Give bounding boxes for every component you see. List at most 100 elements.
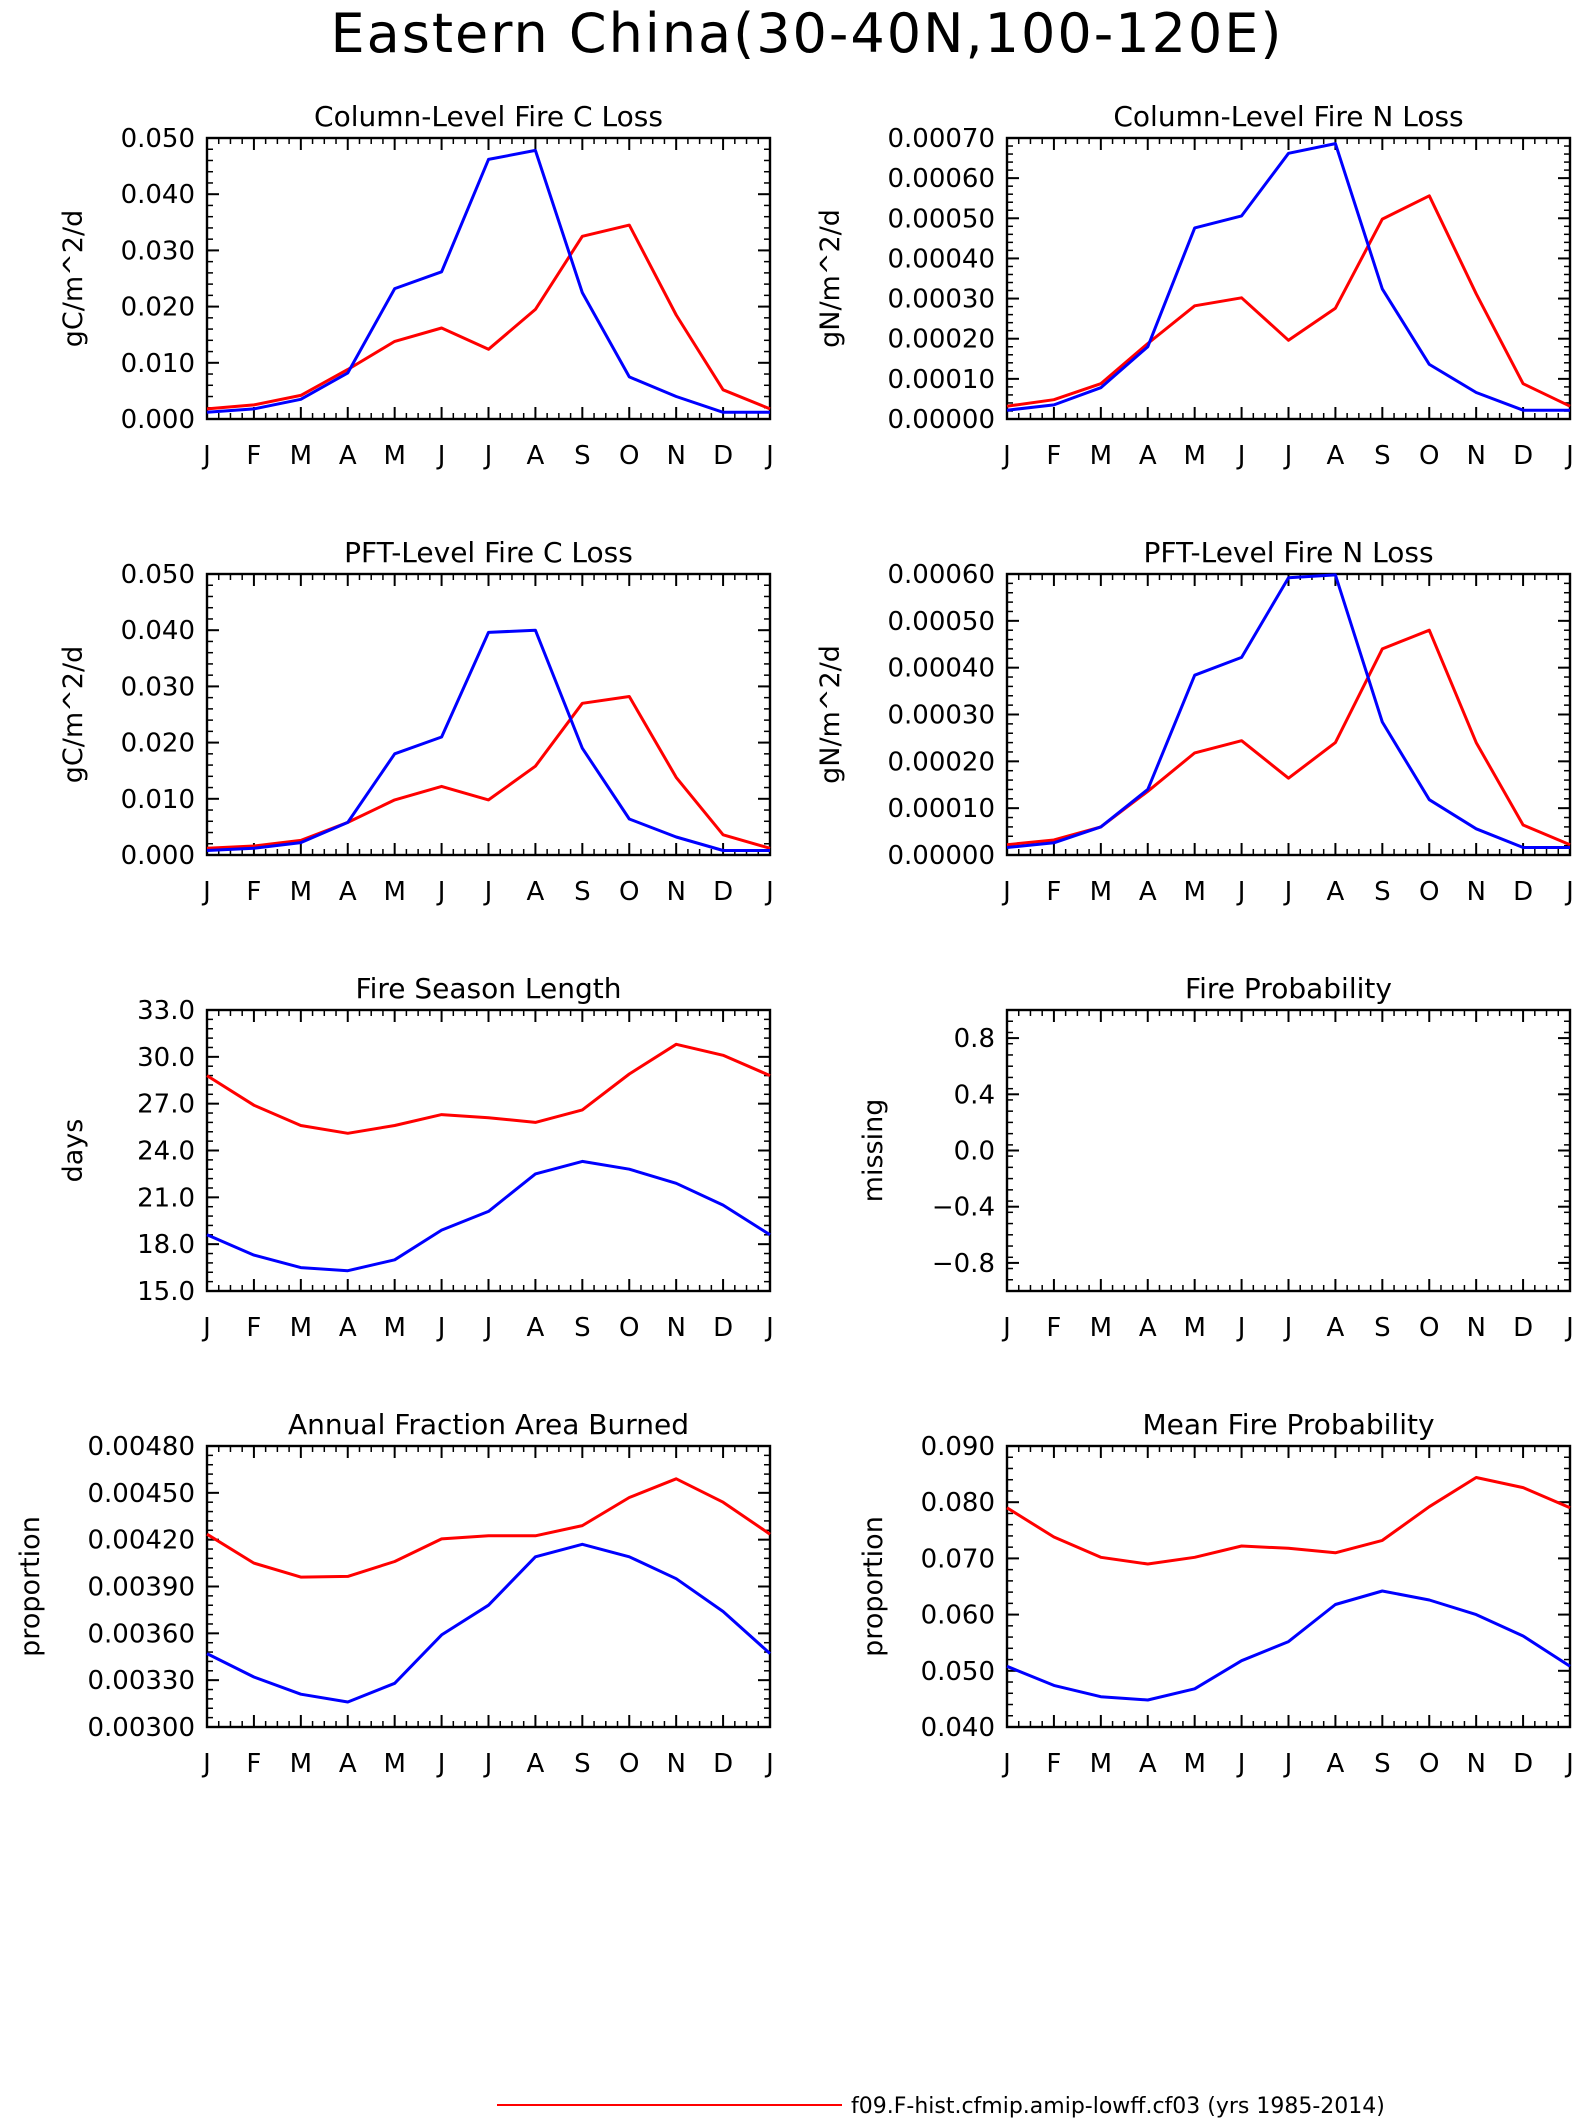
- x-tick-label: J: [1001, 1313, 1011, 1343]
- x-tick-label: F: [246, 877, 261, 907]
- y-tick-label: 0.040: [121, 180, 195, 210]
- x-tick-label: N: [666, 1749, 685, 1779]
- x-tick-label: J: [764, 441, 774, 471]
- x-tick-label: D: [713, 441, 733, 471]
- y-tick-label: 0.00390: [87, 1573, 195, 1603]
- x-tick-label: F: [246, 1749, 261, 1779]
- x-tick-label: S: [1374, 441, 1391, 471]
- y-tick-label: 0.00060: [887, 560, 995, 590]
- plot-frame: [205, 572, 772, 857]
- plot-frame: [1005, 1008, 1572, 1293]
- x-tick-label: M: [383, 1313, 405, 1343]
- x-tick-label: D: [1513, 441, 1533, 471]
- series-line-blue: [206, 148, 770, 414]
- x-tick-label: S: [574, 1749, 591, 1779]
- y-axis-label: proportion: [858, 1516, 889, 1657]
- x-tick-label: N: [1466, 877, 1485, 907]
- x-tick-label: J: [1283, 877, 1293, 907]
- x-tick-label: N: [1466, 441, 1485, 471]
- x-tick-label: A: [339, 441, 357, 471]
- x-tick-label: O: [619, 1313, 639, 1343]
- x-tick-label: J: [1001, 877, 1011, 907]
- x-tick-label: A: [1139, 441, 1157, 471]
- y-tick-label: 0.00000: [887, 841, 995, 871]
- x-tick-label: A: [339, 1749, 357, 1779]
- y-tick-label: 0.060: [921, 1601, 995, 1631]
- y-tick-label: −0.8: [932, 1249, 995, 1279]
- series-line-red: [1006, 194, 1571, 408]
- x-tick-label: J: [1564, 441, 1574, 471]
- y-tick-label: 0.00010: [887, 365, 995, 395]
- y-tick-label: 0.000: [121, 841, 195, 871]
- x-tick-label: J: [483, 441, 493, 471]
- x-tick-label: F: [246, 441, 261, 471]
- y-tick-label: 21.0: [137, 1183, 195, 1213]
- plot-frame: [1005, 572, 1572, 857]
- series-line-blue: [1006, 1589, 1571, 1702]
- x-tick-label: D: [1513, 877, 1533, 907]
- x-tick-label: A: [1327, 1313, 1345, 1343]
- x-tick-label: M: [290, 1749, 312, 1779]
- y-tick-label: 0.00050: [887, 204, 995, 234]
- x-tick-label: S: [574, 877, 591, 907]
- legend-label: f09.F-hist.cfmip.amip-lowff.cf03 (yrs 19…: [851, 2094, 1385, 2118]
- x-tick-label: D: [1513, 1749, 1533, 1779]
- x-tick-label: M: [1183, 1749, 1205, 1779]
- y-tick-label: 0.020: [121, 293, 195, 323]
- series-line-blue: [1006, 142, 1570, 412]
- x-tick-label: S: [574, 441, 591, 471]
- y-tick-label: 0.050: [921, 1657, 995, 1687]
- x-tick-label: A: [527, 877, 545, 907]
- y-tick-label: 33.0: [137, 996, 195, 1026]
- x-tick-label: J: [201, 1749, 211, 1779]
- x-tick-label: J: [764, 877, 774, 907]
- y-tick-label: 30.0: [137, 1043, 195, 1073]
- y-tick-label: 18.0: [137, 1230, 195, 1260]
- x-tick-label: M: [383, 441, 405, 471]
- x-tick-label: M: [383, 1749, 405, 1779]
- series-line-red: [1006, 628, 1571, 847]
- x-tick-label: N: [1466, 1313, 1485, 1343]
- x-tick-label: F: [1046, 877, 1061, 907]
- x-tick-label: A: [527, 1749, 545, 1779]
- x-tick-label: S: [574, 1313, 591, 1343]
- y-axis-label: gN/m^2/d: [815, 209, 846, 348]
- y-tick-label: 0.00070: [887, 124, 995, 154]
- y-tick-label: 0.00060: [887, 164, 995, 194]
- x-tick-label: A: [339, 1313, 357, 1343]
- x-tick-label: M: [1090, 441, 1112, 471]
- x-tick-label: J: [1001, 1749, 1011, 1779]
- series-line-red: [206, 1042, 771, 1135]
- x-tick-label: M: [1183, 877, 1205, 907]
- y-tick-label: 0.00020: [887, 747, 995, 777]
- x-tick-label: S: [1374, 1749, 1391, 1779]
- x-tick-label: A: [1327, 441, 1345, 471]
- x-tick-label: O: [1419, 1313, 1439, 1343]
- x-tick-label: M: [1183, 441, 1205, 471]
- panel-title: Fire Probability: [1185, 972, 1392, 1005]
- y-axis-label: proportion: [15, 1516, 46, 1657]
- y-tick-label: 0.00000: [887, 405, 995, 435]
- x-tick-label: M: [1090, 1749, 1112, 1779]
- x-tick-label: D: [713, 1749, 733, 1779]
- x-tick-label: F: [1046, 1749, 1061, 1779]
- plot-frame: [205, 1008, 772, 1293]
- x-tick-label: N: [666, 1313, 685, 1343]
- y-tick-label: 0.040: [921, 1713, 995, 1743]
- x-tick-label: A: [1327, 877, 1345, 907]
- x-tick-label: M: [1090, 877, 1112, 907]
- y-tick-label: 0.00020: [887, 325, 995, 355]
- plot-frame: [1005, 1444, 1572, 1729]
- x-tick-label: D: [713, 877, 733, 907]
- panel-title: Fire Season Length: [356, 972, 622, 1005]
- x-tick-label: J: [1564, 1749, 1574, 1779]
- y-tick-label: 0.050: [121, 124, 195, 154]
- x-tick-label: J: [201, 1313, 211, 1343]
- y-tick-label: 0.8: [954, 1024, 995, 1054]
- y-tick-label: 15.0: [137, 1277, 195, 1307]
- plot-frame: [1005, 136, 1572, 421]
- y-tick-label: 0.030: [121, 672, 195, 702]
